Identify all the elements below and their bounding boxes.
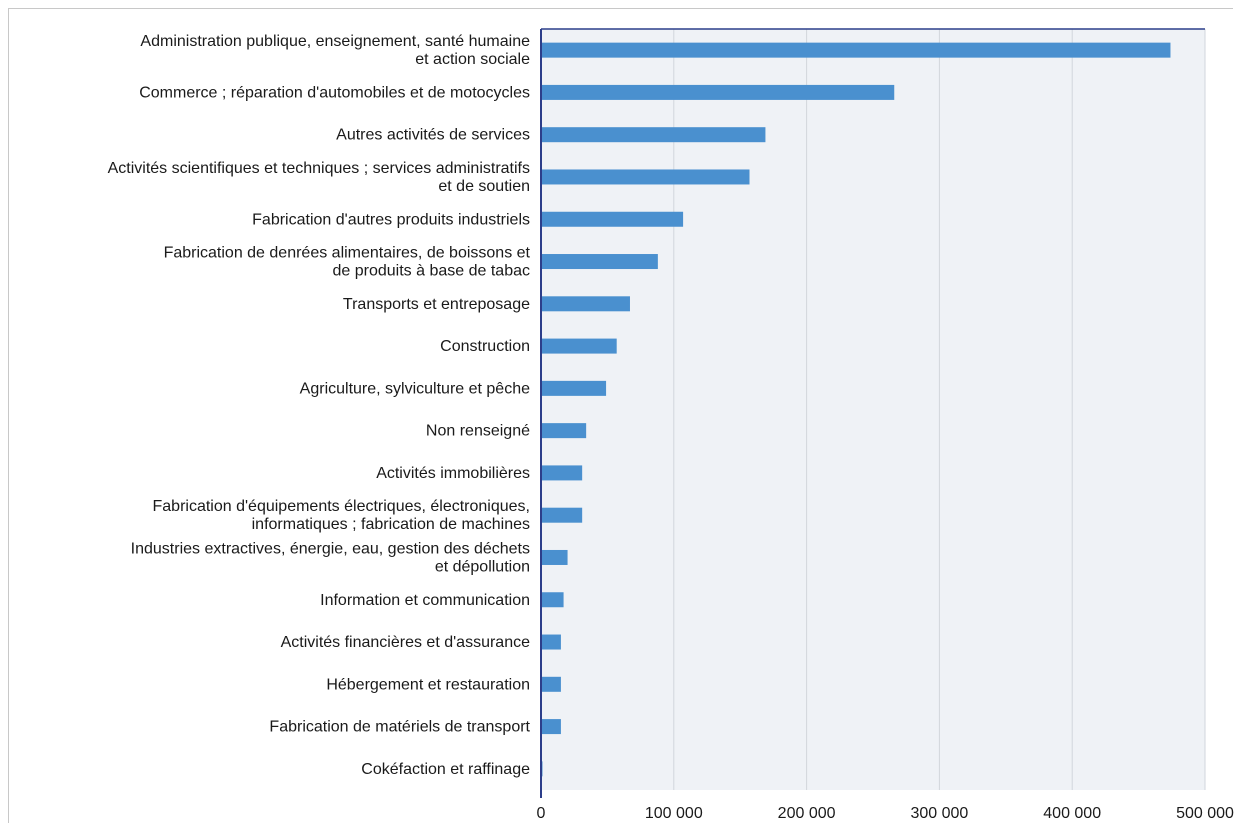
bar-2 (541, 127, 766, 143)
category-label-0: Administration publique, enseignement, s… (140, 33, 530, 68)
bars (541, 42, 1171, 777)
bar-8 (541, 380, 607, 396)
category-label-5: Fabrication de denrées alimentaires, de … (164, 245, 531, 280)
category-label-4: Fabrication d'autres produits industriel… (252, 211, 530, 228)
bar-16 (541, 719, 561, 735)
category-label-17: Cokéfaction et raffinage (361, 761, 530, 778)
plot-area (541, 29, 1205, 790)
category-label-1: Commerce ; réparation d'automobiles et d… (139, 84, 530, 101)
bar-13 (541, 592, 564, 608)
x-tick-label-1: 100 000 (645, 805, 703, 822)
bar-14 (541, 634, 561, 650)
category-label-16: Fabrication de matériels de transport (269, 719, 530, 736)
bar-5 (541, 254, 658, 270)
category-label-11: Fabrication d'équipements électriques, é… (153, 498, 531, 533)
bar-0 (541, 42, 1171, 58)
category-label-12: Industries extractives, énergie, eau, ge… (131, 540, 530, 575)
bar-15 (541, 676, 561, 692)
category-label-13: Information et communication (320, 592, 530, 609)
x-tick-label-0: 0 (537, 805, 546, 822)
category-label-2: Autres activités de services (336, 127, 530, 144)
x-tick-label-4: 400 000 (1043, 805, 1101, 822)
x-tick-label-2: 200 000 (778, 805, 836, 822)
category-label-6: Transports et entreposage (343, 296, 530, 313)
bar-1 (541, 84, 895, 100)
category-label-7: Construction (440, 338, 530, 355)
x-tick-labels: 0 100 000 200 000 300 000 400 000 500 000 (537, 805, 1234, 822)
bar-4 (541, 211, 684, 227)
bar-10 (541, 465, 583, 481)
category-label-14: Activités financières et d'assurance (281, 634, 531, 651)
gridlines (673, 29, 1206, 790)
x-tick-label-3: 300 000 (910, 805, 968, 822)
x-tick-label-5: 500 000 (1176, 805, 1234, 822)
bar-7 (541, 338, 617, 354)
bar-12 (541, 549, 568, 565)
category-label-8: Agriculture, sylviculture et pêche (300, 380, 530, 397)
bar-3 (541, 169, 750, 185)
category-label-3: Activités scientifiques et techniques ; … (108, 160, 530, 195)
bar-9 (541, 423, 587, 439)
category-label-10: Activités immobilières (376, 465, 530, 482)
chart-frame (8, 8, 1233, 823)
category-label-15: Hébergement et restauration (326, 676, 530, 693)
category-labels: Administration publique, enseignement, s… (108, 33, 531, 778)
bar-11 (541, 507, 583, 523)
category-label-9: Non renseigné (426, 423, 530, 440)
bar-6 (541, 296, 630, 312)
